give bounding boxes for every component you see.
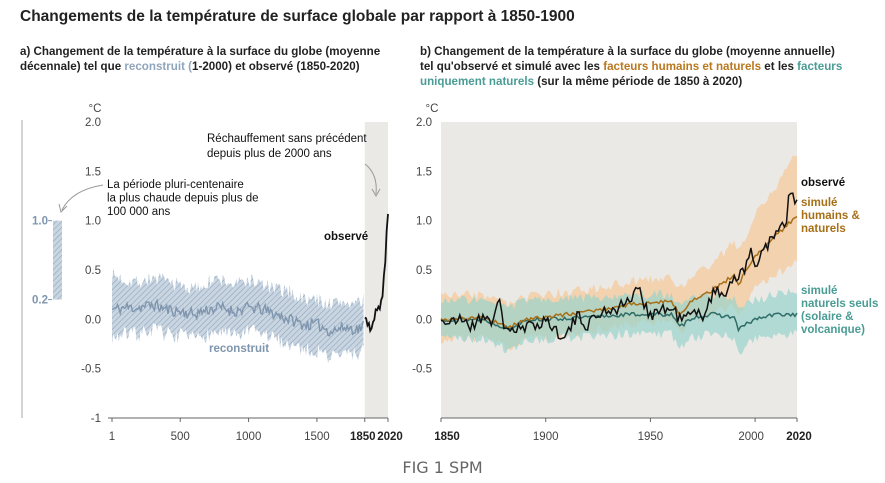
y-tick-label: -0.5 [81,364,101,376]
annotation-period: la plus chaude depuis plus de [107,193,259,205]
figure-caption: FIG 1 SPM [402,458,483,477]
panel-b-subtitle-line2b: et les [761,60,798,73]
label-observed-b: observé [801,177,845,189]
label-human-natural: naturels [801,223,846,235]
y-tick-label: 0.5 [85,265,101,277]
annotation-record-arrowhead [371,188,381,198]
x-tick-label: 1900 [533,431,559,443]
y-tick-label: 0.0 [416,314,432,326]
y-tick-label: 1.5 [85,166,101,178]
annotation-period-arrowhead [58,203,68,213]
panel-b-subtitle-line3b: (sur la même période de 1850 à 2020) [534,75,743,88]
observed-line-b [440,192,798,340]
annotation-record: Réchauffement sans précédent [207,133,367,145]
y-tick-label: 2.0 [416,117,432,129]
x-tick-label: 1850 [350,431,376,443]
x-tick-label: 1000 [236,431,262,443]
panel-a-subtitle-reconstruit: reconstruit ( [124,60,193,73]
annotation-period: 100 000 ans [107,206,171,218]
x-tick-label: 500 [171,431,190,443]
annotation-record-arrow [364,163,377,195]
observed-line-a [364,213,389,334]
panel-b-plot: 2.0 1.5 1.0 0.5 0.0 -0.5 °C 1850 1900 1950 2000 202… [412,103,878,443]
panel-b-subtitle-nat1: facteurs [797,60,843,73]
x-tick-label: 1500 [304,431,330,443]
panel-b-subtitle-line2a: tel qu'observé et simulé avec les [420,60,604,73]
reconstructed-line [111,298,365,337]
annotation-period-arrow [61,184,104,211]
reconstructed-band [112,267,364,363]
panel-a-subtitle-line2a: décennale) tel que [20,60,125,73]
x-tick-label: 1 [109,431,115,443]
y-tick-label: 2.0 [85,117,101,129]
x-tick-label: 2020 [786,431,812,443]
range-bar [53,220,62,300]
y-tick-label: 0.0 [85,314,101,326]
y-tick-label: 0.5 [416,265,432,277]
label-natural: naturels seuls [801,298,878,310]
panel-a-subtitle-line1: a) Changement de la température à la sur… [20,45,381,58]
x-tick-label: 1850 [434,431,460,443]
y-tick-label: 1.5 [416,166,432,178]
label-reconstructed: reconstruit [209,343,269,355]
panel-b-subtitle-nat2: uniquement naturels [420,75,535,88]
panel-b-subtitle: b) Changement de la température à la sur… [420,44,880,89]
y-tick-label: 1.0 [416,216,432,228]
annotation-record: depuis plus de 2000 ans [207,148,332,160]
y-tick-label: -0.5 [412,364,432,376]
x-tick-label: 2000 [738,431,764,443]
panel-a-plot: 2.01.51.00.50.0-0.5-1°C1 500 1000 1500 1850 2… [21,103,403,443]
range-bar-label: 0.2 [32,295,48,307]
label-human-natural: humains & [801,210,860,222]
shaded-period [364,122,388,418]
label-human-natural: simulé [801,197,837,209]
natural-line [440,311,798,333]
panel-b-subtitle-human: facteurs humains et naturels [603,60,762,73]
label-natural: simulé [801,285,837,297]
panel-a-subtitle-line2b: 1-2000) et observé (1850-2020) [192,60,360,73]
panel-b-subtitle-line1: b) Changement de la température à la sur… [420,45,835,58]
range-bar-label: 1.0 [32,216,48,228]
annotation-period: La période pluri-centenaire [107,179,244,191]
figure-title: Changements de la température de surface… [20,8,575,25]
label-observed-a: observé [324,231,368,243]
x-tick-label: 1950 [638,431,664,443]
x-tick-label: 2020 [377,431,403,443]
label-natural: volcanique) [801,324,865,336]
y-axis-unit: °C [426,103,439,115]
y-axis-unit: °C [89,103,102,115]
label-natural: (solaire & [801,311,853,323]
y-tick-label: -1 [91,413,101,425]
panel-a-subtitle: a) Changement de la température à la sur… [20,44,400,74]
y-tick-label: 1.0 [85,216,101,228]
